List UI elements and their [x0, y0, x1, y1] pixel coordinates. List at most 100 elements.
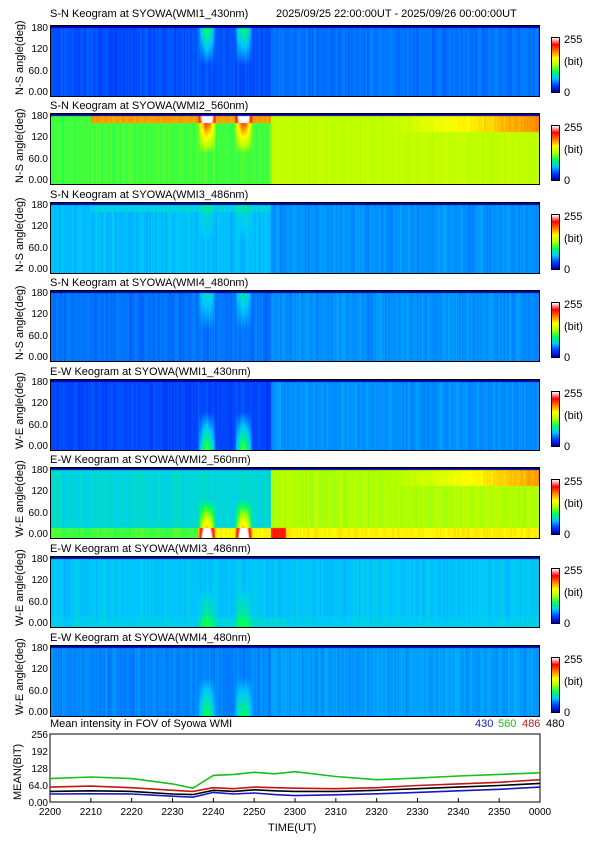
colorbar-label: (bit) [564, 498, 583, 510]
panel-ytick: 60.0 [28, 507, 48, 519]
keogram-image [50, 379, 540, 451]
x-tick-label: 2230 [161, 807, 184, 818]
panel-ytick: 60.0 [28, 419, 48, 431]
colorbar-label: 255 [564, 211, 583, 223]
panel-ytick: 120 [31, 44, 48, 56]
panel-ytick: 0.00 [28, 618, 48, 629]
panel-ytick: 0.00 [28, 264, 48, 275]
x-tick-label: 2220 [120, 807, 143, 818]
colorbar [551, 37, 560, 93]
panel-ytick: 60.0 [28, 330, 48, 342]
colorbar-label: 255 [564, 388, 583, 400]
panel-ytick: 120 [31, 575, 48, 587]
panel-title: E-W Keogram at SYOWA(WMI3_486nm) [50, 543, 251, 555]
colorbar-label: 0 [564, 352, 571, 364]
colorbar-label: 255 [564, 299, 583, 311]
colorbar-label: 255 [564, 122, 583, 134]
y-tick-label: 64.0 [28, 781, 48, 792]
panel-ytick: 60.0 [28, 153, 48, 165]
legend-430: 430 [475, 718, 494, 730]
x-tick-label: 2320 [365, 807, 388, 818]
panel-ytick: 0.00 [28, 87, 48, 98]
colorbar-label: 0 [564, 707, 571, 719]
x-tick-label: 2330 [406, 807, 429, 818]
colorbar [551, 125, 560, 181]
colorbar-label: (bit) [564, 587, 583, 599]
colorbar-label: 0 [564, 618, 571, 630]
colorbar-label: 0 [564, 441, 571, 453]
keogram-header-title: S-N Keogram at SYOWA(WMI1_430nm) [50, 8, 249, 20]
colorbar-label: (bit) [564, 321, 583, 333]
panel-ytick: 180 [31, 643, 48, 654]
panel-ytick: 60.0 [28, 242, 48, 254]
legend-560: 560 [498, 718, 517, 730]
colorbar-label: 0 [564, 175, 571, 187]
colorbar-label: (bit) [564, 56, 583, 68]
panel-ytick: 180 [31, 23, 48, 34]
panel-ytick: 180 [31, 554, 48, 565]
y-tick-label: 256 [31, 730, 48, 741]
keogram-image [50, 467, 540, 539]
keogram-image [50, 290, 540, 362]
panel-title: E-W Keogram at SYOWA(WMI4_480nm) [50, 632, 251, 644]
x-tick-label: 2300 [283, 807, 307, 818]
time-axis-label: TIME(UT) [268, 822, 317, 834]
panel-ytick: 0.00 [28, 441, 48, 452]
panel-ytick: 180 [31, 200, 48, 211]
colorbar-label: 255 [564, 34, 583, 46]
panel-ytick: 180 [31, 111, 48, 122]
panel-ytick: 120 [31, 664, 48, 676]
series-line-486 [49, 778, 541, 793]
panel-title: S-N Keogram at SYOWA(WMI4_480nm) [50, 277, 249, 289]
panel-ytick: 180 [31, 377, 48, 388]
panel-title: E-W Keogram at SYOWA(WMI2_560nm) [50, 454, 251, 466]
x-tick-label: 2210 [79, 807, 102, 818]
colorbar-label: 0 [564, 87, 571, 99]
colorbar-label: 0 [564, 529, 571, 541]
x-tick-label: 2240 [202, 807, 225, 818]
colorbar [551, 214, 560, 270]
colorbar-label: (bit) [564, 233, 583, 245]
legend-486: 486 [522, 718, 541, 730]
keogram-image [50, 113, 540, 185]
panel-title: S-N Keogram at SYOWA(WMI3_486nm) [50, 189, 249, 201]
colorbar [551, 391, 560, 447]
keogram-image [50, 25, 540, 97]
colorbar-label: 255 [564, 654, 583, 666]
panel-ytick: 120 [31, 398, 48, 410]
panel-ytick: 120 [31, 132, 48, 144]
mean-intensity-title: Mean intensity in FOV of Syowa WMI [50, 718, 233, 730]
colorbar [551, 657, 560, 713]
colorbar-label: (bit) [564, 676, 583, 688]
series-line-480 [49, 782, 541, 796]
keogram-image [50, 645, 540, 717]
panel-ytick: 120 [31, 221, 48, 233]
x-tick-label: 2310 [324, 807, 347, 818]
plot-frame [49, 733, 541, 803]
keogram-image [50, 202, 540, 274]
panel-ytick: 0.00 [28, 529, 48, 540]
panel-ytick: 60.0 [28, 596, 48, 608]
colorbar [551, 479, 560, 535]
panel-ytick: 0.00 [28, 175, 48, 186]
panel-ytick: 120 [31, 309, 48, 321]
series-line-430 [49, 786, 541, 799]
x-tick-label: 2200 [38, 807, 62, 818]
colorbar-label: 255 [564, 476, 583, 488]
x-tick-label: 2340 [447, 807, 470, 818]
panel-ytick: 180 [31, 465, 48, 476]
keogram-image [50, 556, 540, 628]
colorbar [551, 568, 560, 624]
panel-ytick: 0.00 [28, 352, 48, 363]
panel-ytick: 180 [31, 288, 48, 299]
colorbar-label: (bit) [564, 410, 583, 422]
panel-title: S-N Keogram at SYOWA(WMI2_560nm) [50, 100, 249, 112]
series-line-560 [49, 770, 541, 790]
panel-ytick: 120 [31, 486, 48, 498]
colorbar-label: 255 [564, 565, 583, 577]
colorbar [551, 302, 560, 358]
colorbar-label: 0 [564, 264, 571, 276]
panel-ytick: 0.00 [28, 707, 48, 718]
y-tick-label: 192 [31, 747, 48, 758]
panel-ytick: 60.0 [28, 65, 48, 77]
